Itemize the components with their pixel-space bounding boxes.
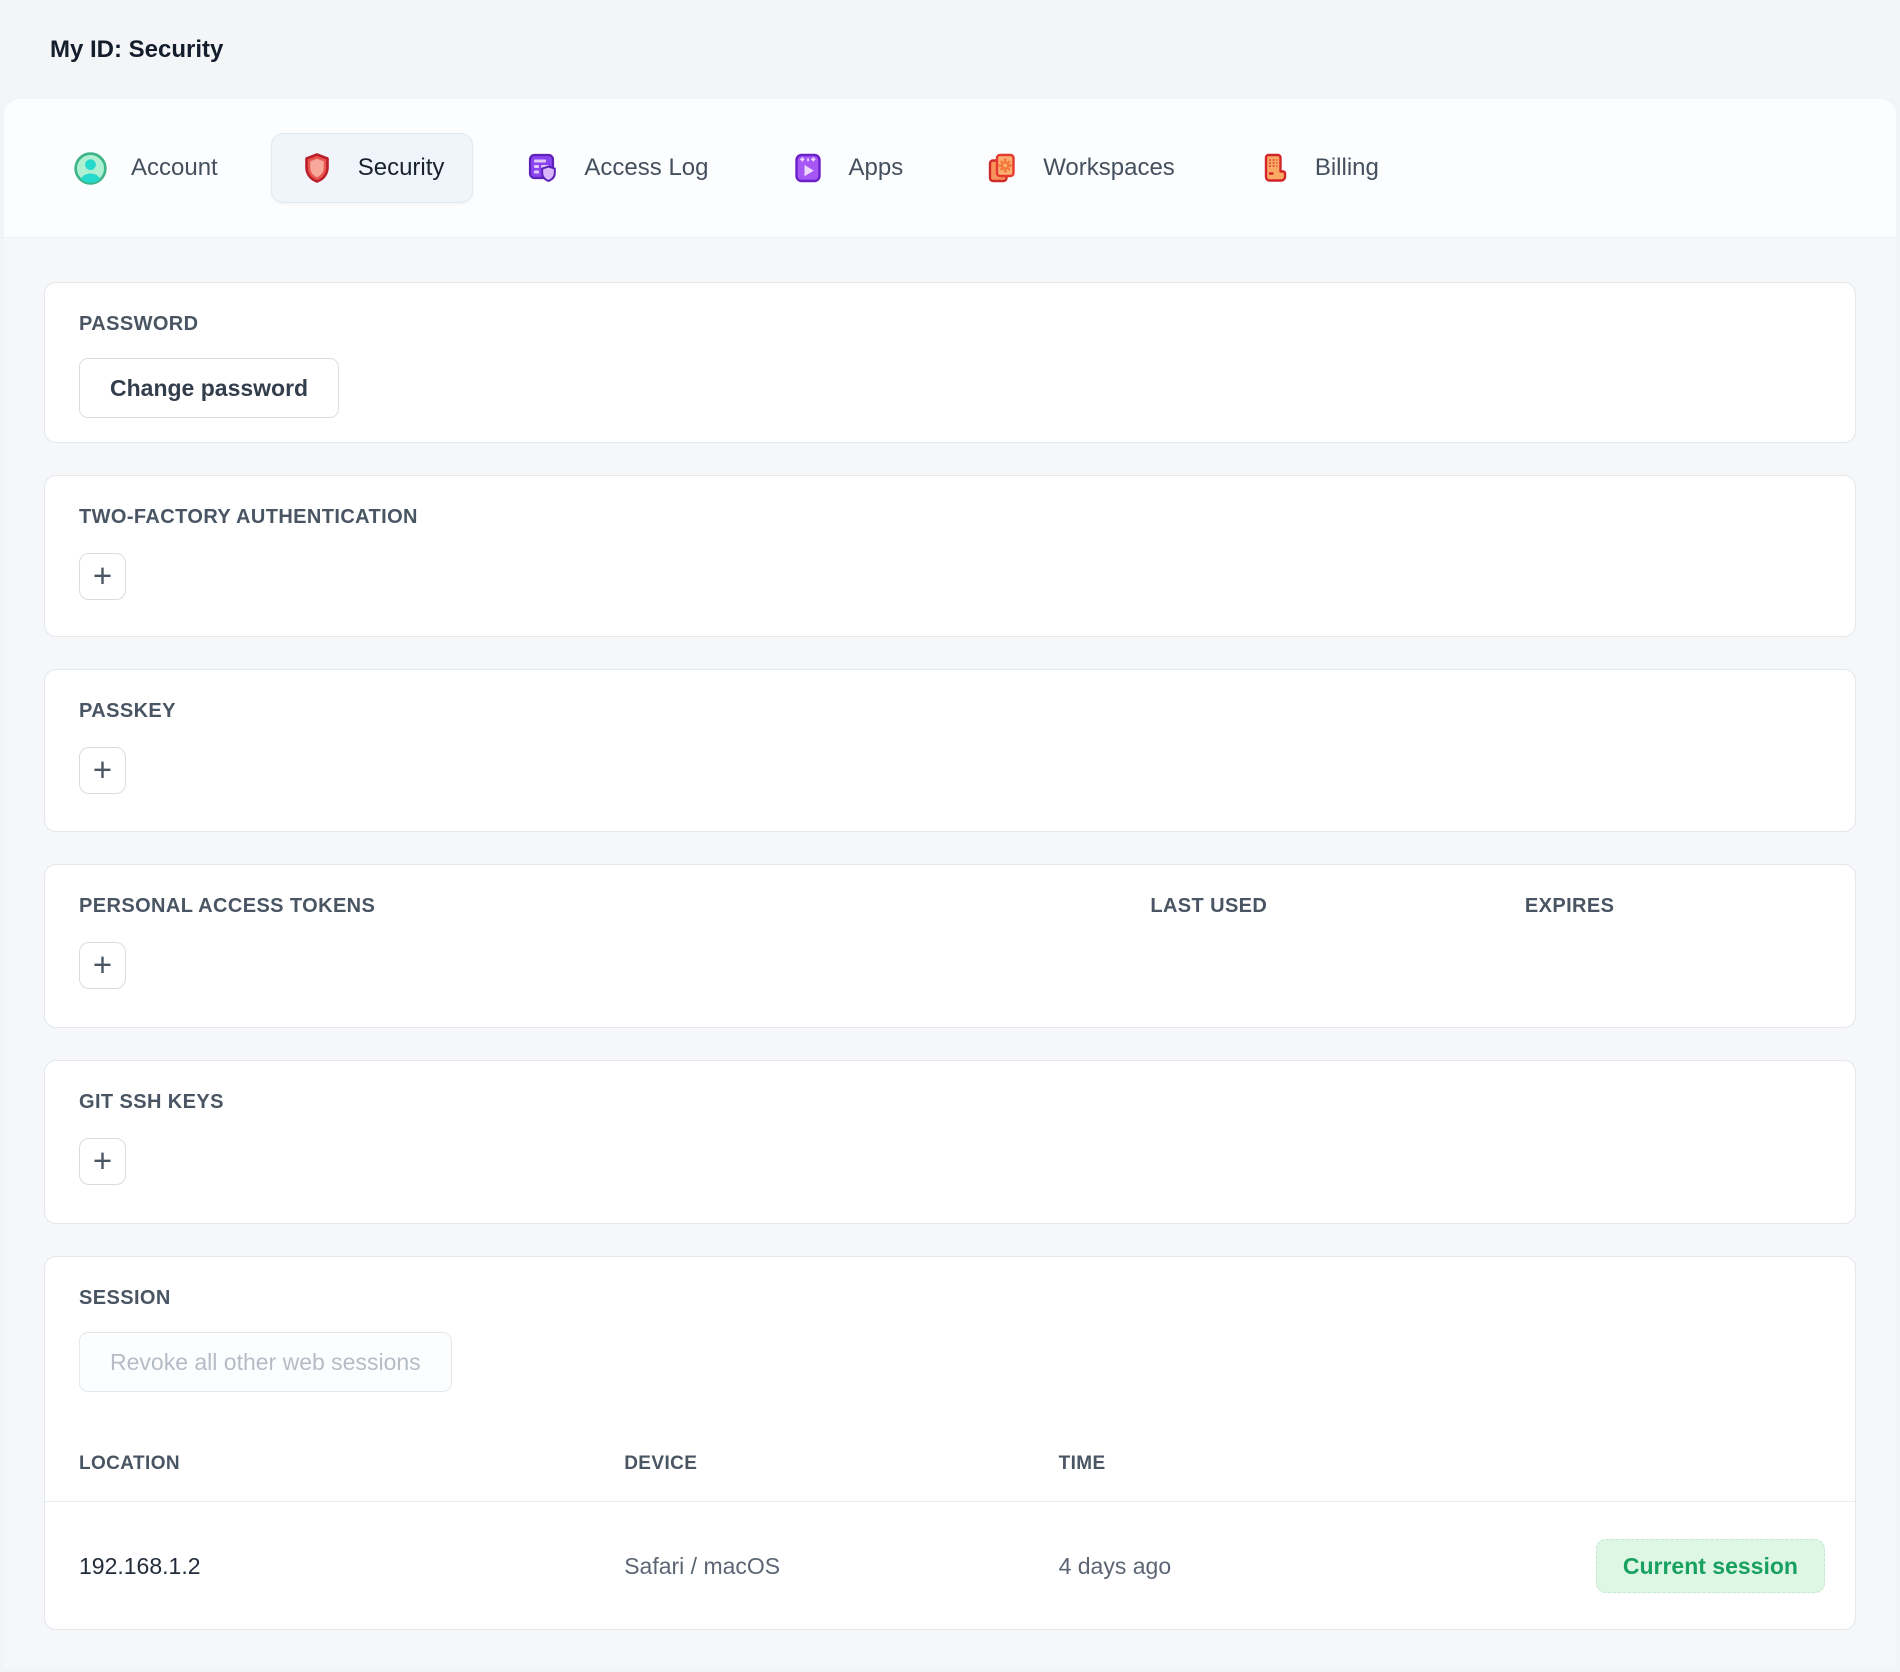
session-device: Safari / macOS [624,1552,781,1579]
password-heading: PASSWORD [79,313,199,335]
column-header-expires: EXPIRES [1524,895,1615,917]
tab-account[interactable]: Account [44,133,247,203]
tokens-heading: PERSONAL ACCESS TOKENS [79,895,376,917]
tab-apps[interactable]: Apps [762,133,933,203]
tab-label: Security [357,154,445,181]
tab-label: Account [131,154,218,181]
two-factor-section: TWO-FACTORY AUTHENTICATION + [44,475,1856,637]
add-two-factor-button[interactable]: + [79,553,126,600]
add-token-button[interactable]: + [79,942,126,989]
plus-icon: + [92,750,113,788]
settings-container: Account Security [4,99,1896,1668]
plus-icon: + [92,1141,113,1179]
session-location: 192.168.1.2 [79,1552,201,1579]
access-log-icon [526,151,560,185]
change-password-button[interactable]: Change password [79,358,340,418]
page-title: My ID: Security [50,35,224,63]
add-ssh-key-button[interactable]: + [79,1138,126,1185]
tab-access-log[interactable]: Access Log [497,133,737,203]
plus-icon: + [92,945,113,983]
tab-workspaces[interactable]: Workspaces [956,133,1204,203]
tokens-section: PERSONAL ACCESS TOKENS LAST USED EXPIRES… [44,864,1856,1028]
tab-label: Workspaces [1043,154,1175,181]
two-factor-heading: TWO-FACTORY AUTHENTICATION [79,506,418,528]
tokens-header-row: PERSONAL ACCESS TOKENS LAST USED EXPIRES [79,895,1821,918]
session-row: 192.168.1.2 Safari / macOS 4 days ago Cu… [45,1502,1855,1629]
current-session-badge: Current session [1595,1538,1825,1593]
account-avatar-icon [73,151,107,185]
session-table-header: LOCATION DEVICE TIME [45,1392,1855,1502]
apps-icon [791,151,825,185]
git-ssh-keys-section: GIT SSH KEYS + [44,1060,1856,1224]
billing-icon [1257,151,1291,185]
session-table: LOCATION DEVICE TIME 192.168.1.2 Safari … [45,1392,1855,1629]
workspaces-icon [985,151,1019,185]
column-header-time: TIME [1058,1453,1106,1474]
column-header-location: LOCATION [79,1453,181,1474]
session-heading: SESSION [79,1287,171,1309]
revoke-sessions-button[interactable]: Revoke all other web sessions [79,1332,452,1392]
tab-security[interactable]: Security [270,133,474,203]
session-time: 4 days ago [1058,1552,1172,1579]
plus-icon: + [92,556,113,594]
passkey-section: PASSKEY + [44,669,1856,832]
tab-label: Apps [848,154,904,181]
tab-label: Access Log [584,154,709,181]
tab-bar: Account Security [4,99,1896,238]
passkey-heading: PASSKEY [79,700,176,722]
column-header-last-used: LAST USED [1150,895,1268,917]
security-shield-icon [300,151,334,185]
tab-label: Billing [1314,154,1379,181]
tab-billing[interactable]: Billing [1228,133,1408,203]
git-ssh-keys-heading: GIT SSH KEYS [79,1091,224,1113]
settings-content: PASSWORD Change password TWO-FACTORY AUT… [4,238,1896,1630]
add-passkey-button[interactable]: + [79,747,126,794]
page-header: My ID: Security [0,0,1900,99]
column-header-device: DEVICE [624,1453,698,1474]
session-section: SESSION Revoke all other web sessions LO… [44,1256,1856,1630]
password-section: PASSWORD Change password [44,282,1856,443]
